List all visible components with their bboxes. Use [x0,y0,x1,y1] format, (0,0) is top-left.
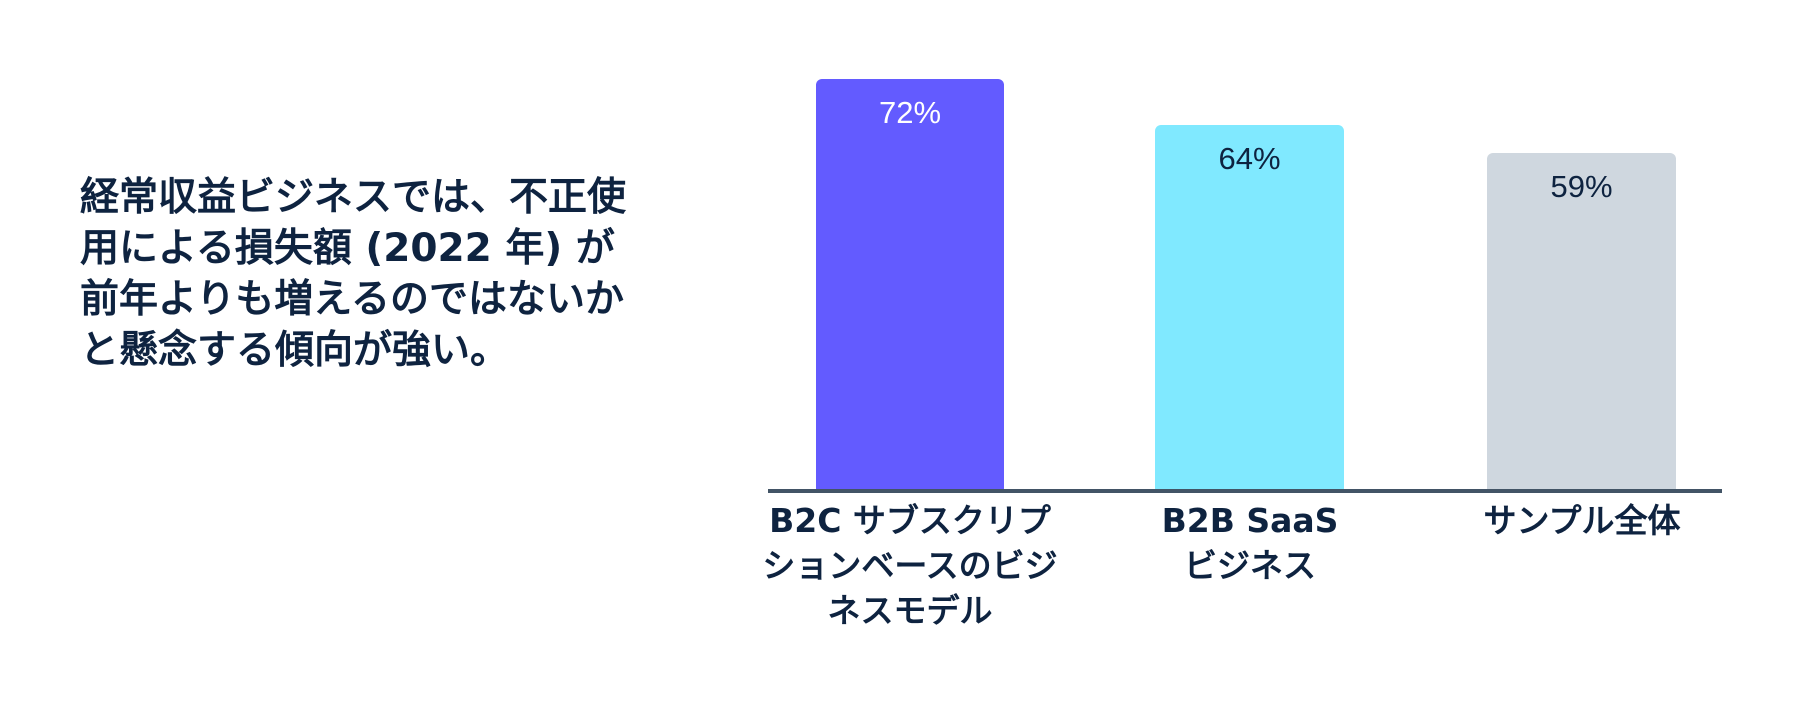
bar-b2c-subscription: 72% [816,79,1004,489]
bar-value-label: 64% [1218,141,1281,176]
category-label-b2c: B2C サブスクリプ ションベースのビジ ネスモデル [762,501,1058,630]
headline-line: 前年よりも増えるのではないか [80,277,625,322]
headline-line: と懸念する傾向が強い。 [80,328,510,373]
bar-value-label: 59% [1550,169,1613,204]
bar-value-label: 72% [878,95,942,130]
bar-sample-total: 59% [1487,153,1676,489]
bar-b2b-saas: 64% [1155,125,1344,489]
category-label-all: サンプル全体 [1483,501,1681,540]
headline-line: 用による損失額 (2022 年) が [80,226,615,271]
x-axis-baseline [768,489,1722,493]
headline-line: 経常収益ビジネスでは、不正使 [80,175,627,220]
headline: 経常収益ビジネスでは、不正使 用による損失額 (2022 年) が 前年よりも増… [80,172,660,376]
category-label-b2b: B2B SaaS ビジネス [1161,501,1339,585]
